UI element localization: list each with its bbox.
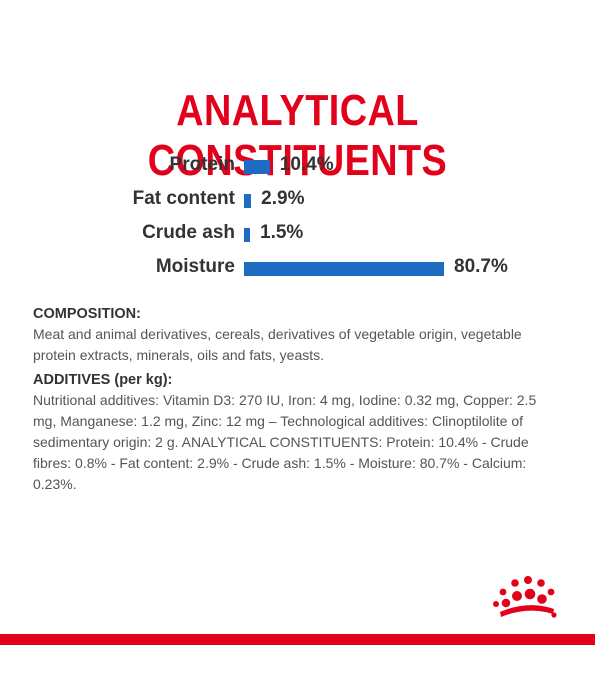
additives-text: Nutritional additives: Vitamin D3: 270 I… (33, 392, 537, 492)
bar (244, 228, 250, 242)
bar-value-label: 2.9% (261, 188, 305, 209)
bottom-red-band (0, 634, 595, 645)
bar (244, 262, 444, 276)
additives-heading: ADDITIVES (per kg): (33, 372, 173, 388)
bar-value-label: 10.4% (279, 154, 334, 175)
composition-heading: COMPOSITION: (33, 306, 141, 322)
constituents-bar-chart: Protein 10.4% Fat content 2.9% Crude ash 1.5%… (0, 150, 595, 290)
bar (244, 194, 252, 208)
bar-value-label: 1.5% (260, 222, 304, 243)
bar-label: Protein (169, 154, 235, 175)
bar-label: Crude ash (142, 222, 235, 243)
bar-row: Protein 10.4% (0, 150, 595, 184)
bar-row: Fat content 2.9% (0, 184, 595, 218)
bar-label: Fat content (132, 188, 235, 209)
crown-logo-icon (488, 570, 560, 622)
bar (244, 160, 270, 174)
bar-row: Moisture 80.7% (0, 252, 595, 286)
ingredients-section: COMPOSITION: Meat and animal derivatives… (33, 304, 563, 495)
page-title: ANALYTICAL CONSTITUENTS (147, 86, 448, 185)
composition-text: Meat and animal derivatives, cereals, de… (33, 326, 522, 363)
bar-value-label: 80.7% (454, 256, 508, 277)
bar-label: Moisture (155, 256, 235, 277)
bar-row: Crude ash 1.5% (0, 218, 595, 252)
